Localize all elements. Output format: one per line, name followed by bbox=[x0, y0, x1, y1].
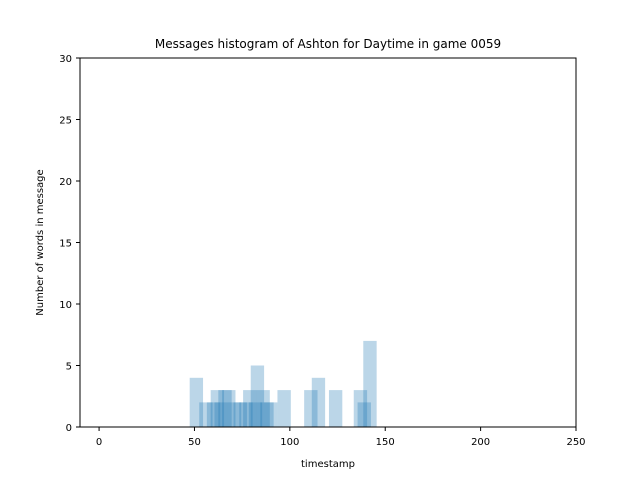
x-tick-label: 50 bbox=[188, 437, 201, 448]
histogram-bar-16 bbox=[277, 390, 291, 427]
y-tick-label: 15 bbox=[59, 239, 72, 250]
y-tick-label: 25 bbox=[59, 116, 72, 127]
histogram-bar-12 bbox=[250, 365, 265, 427]
x-axis-label: timestamp bbox=[301, 459, 355, 470]
histogram-bar-2 bbox=[206, 402, 221, 427]
x-tick-label: 150 bbox=[376, 437, 395, 448]
x-tick-label: 250 bbox=[566, 437, 585, 448]
histogram-bar-9 bbox=[239, 402, 253, 427]
histogram-bar-7 bbox=[227, 402, 242, 427]
histogram-bar-4 bbox=[214, 402, 228, 427]
histogram-bar-11 bbox=[248, 402, 263, 427]
histogram-bar-0 bbox=[189, 377, 204, 427]
y-tick-label: 10 bbox=[59, 300, 72, 311]
histogram-bar-22 bbox=[363, 340, 377, 427]
y-axis-ticks: 0 5 10 15 20 25 30 bbox=[59, 54, 80, 434]
histogram-bar-15 bbox=[264, 402, 278, 427]
y-tick-label: 30 bbox=[59, 54, 72, 65]
chart-title: Messages histogram of Ashton for Daytime… bbox=[155, 37, 501, 51]
histogram-bar-19 bbox=[328, 390, 343, 427]
y-tick-label: 0 bbox=[66, 423, 72, 434]
histogram-bar-14 bbox=[260, 402, 274, 427]
histogram-bar-3 bbox=[210, 390, 225, 427]
histogram-bar-5 bbox=[218, 390, 232, 427]
y-tick-label: 5 bbox=[66, 362, 72, 373]
histogram-bar-8 bbox=[233, 402, 247, 427]
plot-frame bbox=[79, 57, 577, 428]
histogram-bar-18 bbox=[311, 377, 326, 427]
histogram-bar-20 bbox=[353, 390, 368, 427]
histogram-bar-13 bbox=[256, 390, 270, 427]
histogram-bar-6 bbox=[222, 390, 236, 427]
bar-series bbox=[189, 340, 377, 427]
x-tick-label: 200 bbox=[471, 437, 490, 448]
histogram-bar-1 bbox=[199, 402, 213, 427]
x-tick-label: 0 bbox=[96, 437, 102, 448]
histogram-bar-17 bbox=[304, 390, 318, 427]
x-axis-ticks: 0 50 100 150 200 250 bbox=[96, 427, 586, 448]
x-tick-label: 100 bbox=[280, 437, 299, 448]
y-tick-label: 20 bbox=[59, 177, 72, 188]
histogram-bar-10 bbox=[243, 390, 257, 427]
y-axis-label: Number of words in message bbox=[35, 169, 46, 315]
histogram-bar-21 bbox=[357, 402, 371, 427]
